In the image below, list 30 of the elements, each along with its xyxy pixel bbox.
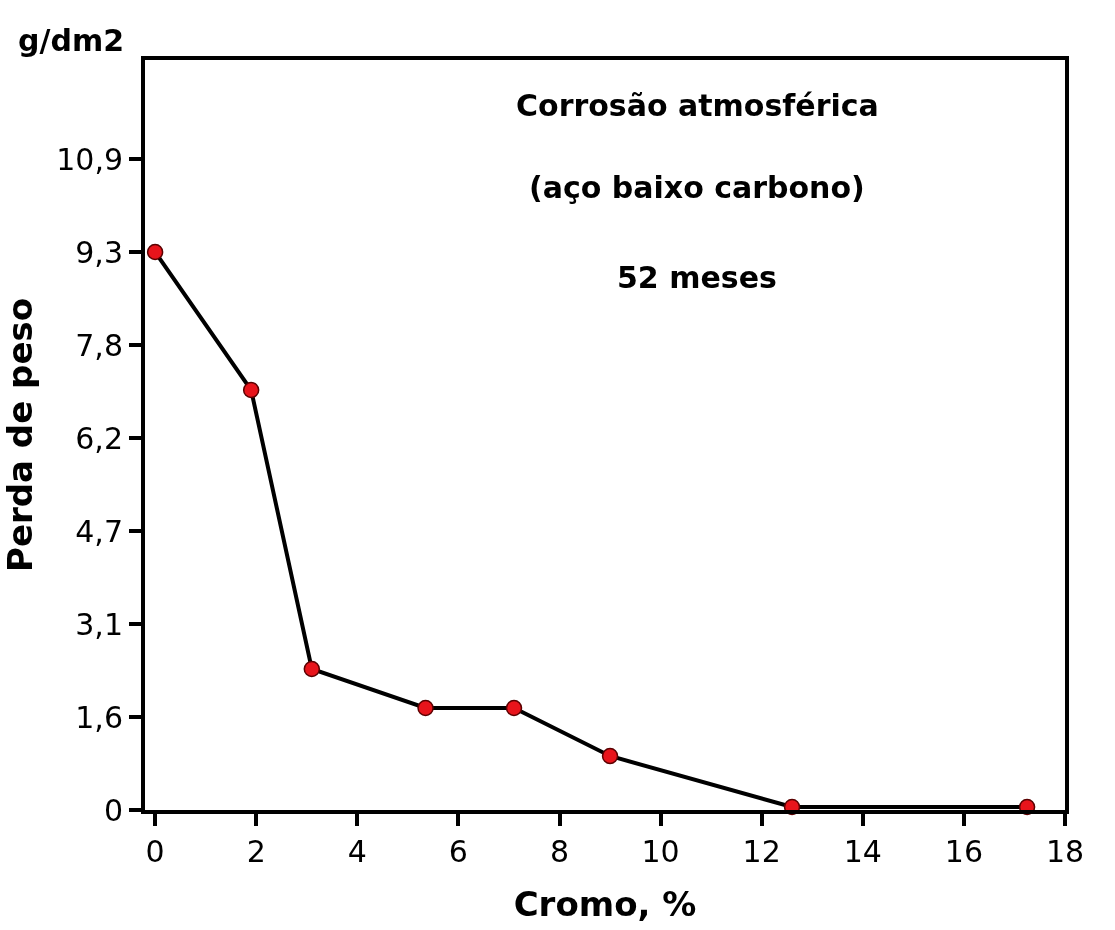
y-axis-title: Perda de peso	[0, 297, 40, 573]
point	[303, 660, 321, 678]
point	[601, 747, 619, 765]
x-tick-label: 18	[1045, 834, 1085, 869]
x-tick-label: 4	[347, 834, 367, 869]
y-tick-label: 0	[103, 792, 123, 828]
x-tick-label: 10	[641, 834, 680, 869]
point	[146, 243, 164, 261]
annotation: Corrosão atmosférica	[516, 88, 879, 123]
y-tick-label: 6,2	[75, 420, 123, 456]
y-tick-label: 7,8	[75, 327, 123, 363]
x-tick-label: 16	[944, 834, 983, 869]
x-tick-label: 6	[448, 834, 468, 869]
x-tick-label: 0	[145, 834, 165, 869]
annotation: (aço baixo carbono)	[529, 170, 865, 205]
x-axis-title: Cromo, %	[513, 883, 697, 924]
y-tick-label: 3,1	[75, 606, 123, 642]
y-tick-label: 4,7	[75, 513, 123, 549]
x-tick-label: 14	[843, 834, 882, 869]
point	[417, 699, 434, 717]
y-tick-label: 1,6	[75, 699, 123, 735]
point	[242, 381, 260, 399]
x-tick-label: 2	[246, 834, 266, 869]
point	[505, 699, 523, 717]
y-tick-label: 9,3	[75, 234, 123, 270]
x-tick-label: 12	[742, 834, 781, 869]
x-tick-label: 8	[549, 834, 570, 869]
annotation: 52 meses	[617, 260, 777, 295]
text: g/dm2	[18, 23, 125, 58]
y-tick-label: 10,9	[56, 141, 123, 177]
